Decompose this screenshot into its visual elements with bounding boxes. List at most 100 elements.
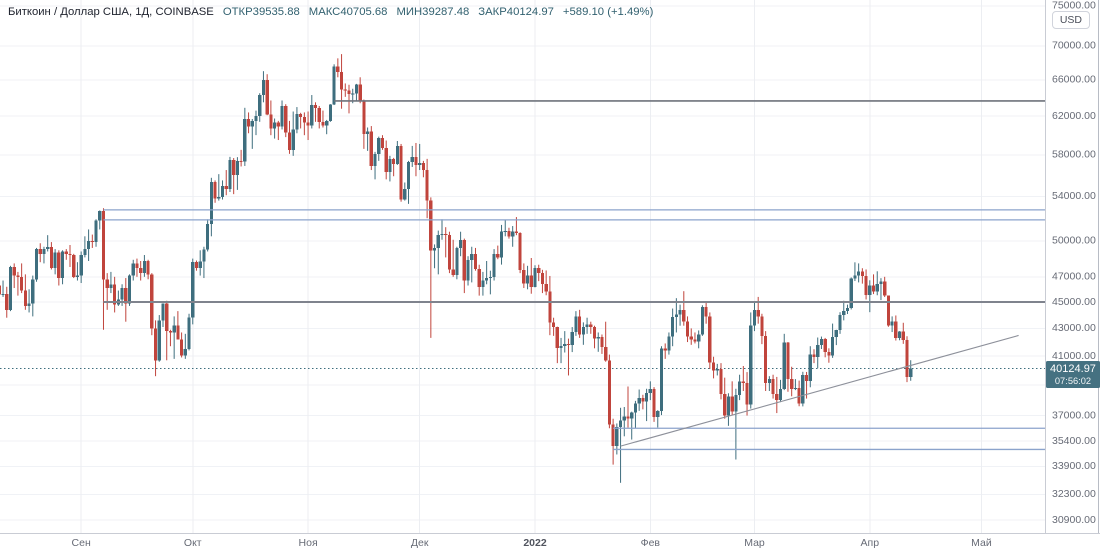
candle-body — [392, 158, 396, 164]
candle-body — [752, 309, 757, 326]
candle-body — [782, 342, 786, 389]
candle — [380, 135, 385, 150]
symbol-title[interactable]: Биткоин / Доллар США, 1Д, COINBASE — [8, 6, 214, 18]
candle-body — [425, 170, 429, 201]
candle-body — [101, 210, 106, 280]
candle — [752, 302, 757, 332]
candle — [425, 158, 429, 219]
candle — [645, 388, 649, 422]
candle — [377, 136, 381, 161]
candle — [98, 210, 102, 230]
candle-body — [451, 269, 455, 275]
support-trendline[interactable] — [620, 334, 1019, 447]
candle-body — [659, 348, 664, 411]
candle-body — [894, 321, 898, 339]
candle-body — [161, 303, 165, 321]
price-axis-label: 50000.00 — [1052, 235, 1096, 247]
candle-body — [336, 66, 340, 73]
candle — [522, 263, 526, 289]
candle — [1, 280, 5, 297]
candle — [27, 289, 31, 313]
candle — [46, 235, 50, 252]
candle-body — [663, 348, 667, 351]
candle-body — [157, 320, 161, 361]
candle — [663, 343, 667, 359]
candle-body — [142, 260, 146, 274]
candle — [395, 141, 399, 165]
candle-body — [656, 410, 660, 418]
candle — [749, 312, 753, 409]
candle-body — [622, 416, 626, 421]
candle — [745, 372, 749, 416]
candle — [362, 99, 366, 149]
candle-body — [778, 388, 783, 401]
candle — [180, 332, 184, 358]
candle — [87, 229, 91, 261]
candle — [60, 250, 65, 285]
candle — [730, 381, 734, 415]
candle-body — [719, 368, 723, 395]
currency-toggle-button[interactable]: USD — [1051, 11, 1090, 29]
candle-body — [633, 403, 638, 413]
candle — [8, 265, 13, 312]
candle — [213, 180, 217, 203]
candle — [235, 157, 239, 190]
candle-body — [723, 394, 727, 416]
candle-body — [637, 397, 641, 404]
candle-body — [496, 253, 500, 258]
candle-body — [295, 113, 299, 130]
candle-body — [477, 268, 481, 287]
candle — [641, 394, 645, 410]
candle — [34, 247, 39, 282]
candle — [819, 336, 824, 349]
price-axis-label: 33900.00 — [1052, 460, 1096, 472]
candle — [574, 311, 578, 336]
candle — [191, 258, 195, 325]
candle-body — [432, 247, 437, 251]
candle-body — [124, 288, 128, 304]
price-axis[interactable]: 75000.00 70000.00 66000.00 62000.00 58000.00… — [1052, 0, 1096, 526]
candle — [570, 327, 574, 353]
candle-body — [172, 325, 176, 333]
candle-body — [901, 331, 905, 340]
candle — [146, 259, 150, 280]
candle-body — [325, 120, 329, 126]
candle-body — [819, 338, 824, 346]
candle-body — [79, 255, 83, 276]
candle-body — [273, 122, 277, 129]
candle-body — [395, 145, 399, 164]
candle-body — [139, 268, 143, 274]
candle — [354, 83, 359, 102]
candle — [563, 331, 567, 353]
close-label: ЗАКР — [478, 6, 507, 18]
candle — [332, 64, 336, 106]
time-axis[interactable]: Сен Окт Ноя Дек 2022 Фев Мар Апр Май — [72, 537, 992, 549]
candle-body — [23, 290, 27, 306]
candle-body — [771, 379, 775, 395]
candle — [552, 317, 556, 336]
candle-body — [812, 354, 816, 357]
candle-body — [369, 131, 373, 166]
candle-body — [403, 188, 407, 200]
candle — [284, 104, 288, 138]
candle — [548, 275, 552, 336]
candle — [135, 258, 139, 277]
candle — [682, 291, 686, 326]
candle-body — [860, 271, 864, 276]
candle-body — [808, 354, 812, 381]
candle — [287, 120, 292, 154]
candle-body — [0, 285, 1, 295]
candle — [715, 363, 719, 376]
candle-body — [339, 72, 344, 90]
price-axis-label: 37000.00 — [1052, 409, 1096, 421]
candle-body — [276, 122, 280, 127]
candle-body — [31, 279, 35, 304]
time-axis-label: Окт — [184, 537, 202, 549]
candle — [537, 264, 541, 282]
candle — [447, 231, 452, 274]
candle — [812, 349, 816, 364]
candle-body — [220, 186, 225, 197]
candle-body — [440, 234, 444, 236]
